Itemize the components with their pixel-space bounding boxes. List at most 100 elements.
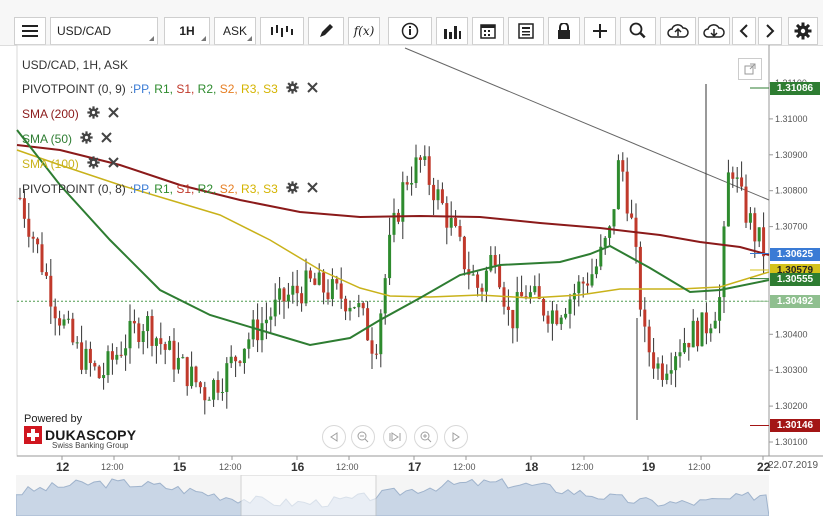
candle-body: [405, 182, 409, 185]
candle-body: [264, 319, 268, 324]
candle-body: [379, 313, 383, 355]
indicator-settings-button[interactable]: [87, 156, 100, 172]
candle-body: [704, 312, 708, 334]
reset-button[interactable]: [383, 425, 407, 449]
candle-body: [577, 281, 581, 294]
candle-body: [480, 287, 484, 292]
info-icon: [401, 22, 419, 40]
crosshair-button[interactable]: [584, 17, 616, 45]
close-icon: [107, 107, 119, 118]
candle-body: [53, 306, 57, 319]
zoom-in-button[interactable]: [414, 425, 438, 449]
pivot-level-label: PP,: [133, 82, 155, 96]
candle-body: [392, 212, 396, 235]
side-select[interactable]: ASK: [214, 17, 256, 45]
candle-body: [304, 270, 308, 304]
candle-body: [652, 352, 656, 369]
bar-chart-icon: [444, 26, 461, 39]
candle-body: [247, 339, 251, 349]
lock-button[interactable]: [548, 17, 580, 45]
overview-navigator[interactable]: [16, 475, 769, 516]
x-axis-day-label: 16: [291, 460, 305, 474]
candle-body: [106, 351, 110, 376]
timeframe-select[interactable]: 1H: [164, 17, 210, 45]
y-tick-label: 1.30800: [775, 186, 808, 196]
candle-body: [286, 294, 290, 302]
info-button[interactable]: [388, 17, 432, 45]
candle-body: [638, 246, 642, 310]
download-button[interactable]: [698, 17, 730, 45]
zoom-button[interactable]: [620, 17, 656, 45]
brand-name: DUKASCOPY: [45, 427, 137, 443]
candle-body: [71, 318, 75, 343]
candle-body: [401, 182, 405, 222]
draw-tool-button[interactable]: [308, 17, 344, 45]
candle-body: [731, 172, 735, 179]
swiss-cross-icon: [24, 426, 42, 444]
indicator-settings-button[interactable]: [286, 181, 299, 197]
price-badge: 1.30492: [770, 295, 820, 309]
candle-body: [700, 312, 704, 347]
expand-button[interactable]: [738, 58, 762, 80]
candle-body: [423, 156, 427, 160]
indicator-remove-button[interactable]: [307, 82, 318, 96]
candle-body: [40, 244, 44, 273]
indicator-legend-row: PIVOTPOINT (0, 9) : PP, R1, S1, R2, S2, …: [22, 81, 318, 97]
candle-body: [445, 203, 449, 228]
sma-100-line: [16, 149, 770, 299]
indicator-legend-row: SMA (50): [22, 131, 112, 147]
candle-body: [555, 310, 559, 325]
candle-body: [449, 217, 453, 228]
menu-button[interactable]: [14, 17, 46, 45]
candle-body: [36, 238, 40, 245]
candle-body: [102, 375, 106, 379]
volume-button[interactable]: [436, 17, 468, 45]
indicator-remove-button[interactable]: [107, 157, 119, 171]
indicators-button[interactable]: f(x): [348, 17, 380, 45]
candle-body: [295, 285, 299, 294]
price-badge: 1.30555: [770, 272, 820, 286]
candle-body: [643, 309, 647, 327]
chart-type-button[interactable]: [260, 17, 304, 45]
chart-title-text: USD/CAD, 1H, ASK: [22, 58, 129, 72]
candle-body: [762, 227, 766, 257]
candle-body: [344, 298, 348, 312]
candle-body: [238, 361, 242, 364]
candle-body: [740, 177, 744, 187]
candle-body: [436, 189, 440, 201]
timeframe-value: 1H: [179, 24, 195, 38]
indicator-remove-button[interactable]: [107, 107, 119, 121]
legend-separator: :: [129, 182, 134, 196]
candle-body: [251, 319, 255, 340]
nav-next-button[interactable]: [444, 425, 468, 449]
gear-icon: [87, 156, 100, 169]
candle-body: [97, 366, 101, 379]
indicator-remove-button[interactable]: [101, 132, 112, 146]
trend-line: [404, 47, 770, 201]
x-axis-day-label: 17: [408, 460, 422, 474]
candle-body: [150, 316, 154, 346]
indicator-settings-button[interactable]: [87, 106, 100, 122]
nav-prev-button[interactable]: [322, 425, 346, 449]
candle-body: [49, 275, 53, 307]
candle-body: [678, 352, 682, 357]
candle-body: [242, 348, 246, 364]
candle-body: [352, 307, 356, 309]
candle-body: [599, 246, 603, 267]
zoom-out-button[interactable]: [351, 425, 375, 449]
candle-body: [625, 171, 629, 214]
candle-body: [282, 288, 286, 302]
scroll-right-button[interactable]: [758, 17, 782, 45]
candle-body: [18, 197, 22, 199]
settings-button[interactable]: [788, 17, 818, 45]
indicator-settings-button[interactable]: [80, 131, 93, 147]
candle-body: [216, 380, 220, 393]
calendar-button[interactable]: [472, 17, 504, 45]
indicator-settings-button[interactable]: [286, 81, 299, 97]
indicator-remove-button[interactable]: [307, 182, 318, 196]
candle-body: [515, 292, 519, 329]
chevron-left-icon: [739, 24, 748, 38]
pivot-level-label: S2,: [219, 82, 242, 96]
powered-by: Powered by: [24, 413, 83, 425]
